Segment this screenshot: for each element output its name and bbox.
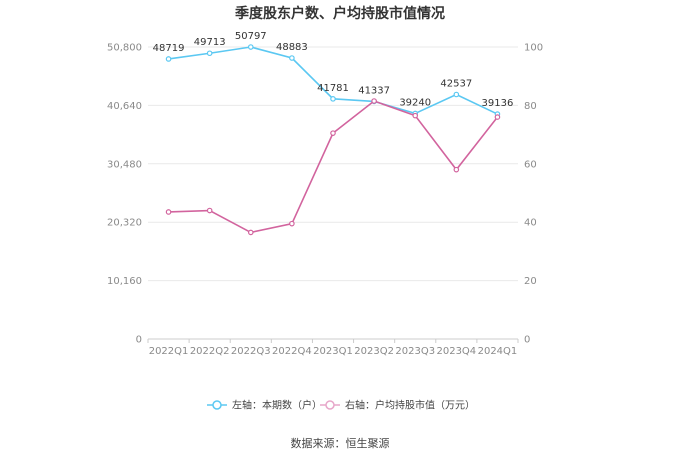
legend-label: 右轴：户均持股市值（万元）	[345, 399, 475, 412]
right-tick-label: 80	[524, 101, 537, 112]
x-tick-label: 2024Q1	[478, 346, 518, 357]
data-label: 48719	[153, 43, 185, 54]
x-tick-label: 2023Q4	[436, 346, 476, 357]
data-point[interactable]	[165, 209, 172, 215]
grid	[148, 46, 518, 340]
x-tick-label: 2022Q2	[190, 346, 230, 357]
right-tick-label: 60	[524, 159, 537, 170]
data-point[interactable]	[494, 114, 501, 120]
right-tick-label: 100	[524, 43, 543, 54]
left-tick-label: 0	[136, 335, 142, 346]
data-point[interactable]	[453, 166, 460, 173]
data-label: 49713	[194, 37, 226, 48]
right-axis: 0 20 40 60 80 100	[524, 43, 543, 346]
left-tick-label: 20,320	[107, 218, 142, 229]
right-tick-label: 40	[524, 218, 537, 229]
data-point[interactable]	[330, 130, 336, 136]
data-point[interactable]	[206, 50, 213, 57]
legend-marker-icon	[325, 400, 335, 410]
data-label: 41337	[358, 85, 390, 96]
data-point[interactable]	[165, 56, 172, 62]
series-1: 48719 49713 50797 48883 41781 41337 39240 42537…	[153, 31, 514, 117]
left-tick-label: 10,160	[107, 276, 142, 287]
x-tick-label: 2023Q2	[354, 346, 394, 357]
data-label: 39136	[482, 98, 514, 109]
series-layer: 48719 49713 50797 48883 41781 41337 39240 42537…	[153, 31, 514, 236]
x-tick-label: 2022Q3	[231, 346, 271, 357]
left-tick-label: 30,480	[107, 159, 142, 170]
data-point[interactable]	[289, 55, 295, 61]
left-tick-label: 40,640	[107, 101, 142, 112]
data-point[interactable]	[206, 207, 213, 214]
data-point[interactable]	[330, 96, 336, 102]
data-label: 42537	[440, 78, 472, 89]
data-point[interactable]	[247, 44, 254, 50]
data-point[interactable]	[412, 112, 419, 119]
x-tick-label: 2023Q1	[313, 346, 353, 357]
x-axis: 2022Q1 2022Q2 2022Q3 2022Q4 2023Q1 2023Q2 2023…	[147, 339, 519, 357]
data-point[interactable]	[453, 91, 460, 98]
data-label: 48883	[276, 42, 308, 53]
left-axis: 0 10,160 20,320 30,480 40,640 50,800	[107, 43, 142, 346]
legend-item-2[interactable]: 右轴：户均持股市值（万元）	[320, 399, 475, 412]
x-tick-label: 2023Q3	[395, 346, 435, 357]
data-label: 39240	[399, 97, 431, 108]
series-line	[168, 100, 499, 234]
data-point[interactable]	[289, 220, 295, 227]
legend-marker-icon	[212, 400, 222, 410]
left-tick-label: 50,800	[107, 43, 142, 54]
data-label: 41781	[317, 83, 349, 94]
data-label: 50797	[235, 31, 267, 42]
legend[interactable]: 左轴：本期数（户） 右轴：户均持股市值（万元）	[207, 399, 475, 412]
data-point[interactable]	[247, 229, 254, 236]
data-source: 数据来源：恒生聚源	[291, 436, 390, 450]
data-point[interactable]	[371, 98, 377, 104]
right-tick-label: 0	[524, 335, 530, 346]
x-tick-label: 2022Q1	[149, 346, 189, 357]
legend-item-1[interactable]: 左轴：本期数（户）	[207, 399, 322, 412]
chart-title: 季度股东户数、户均持股市值情况	[234, 5, 445, 22]
right-tick-label: 20	[524, 276, 537, 287]
legend-label: 左轴：本期数（户）	[232, 399, 322, 412]
x-tick-label: 2022Q4	[272, 346, 312, 357]
series-2	[165, 98, 501, 236]
